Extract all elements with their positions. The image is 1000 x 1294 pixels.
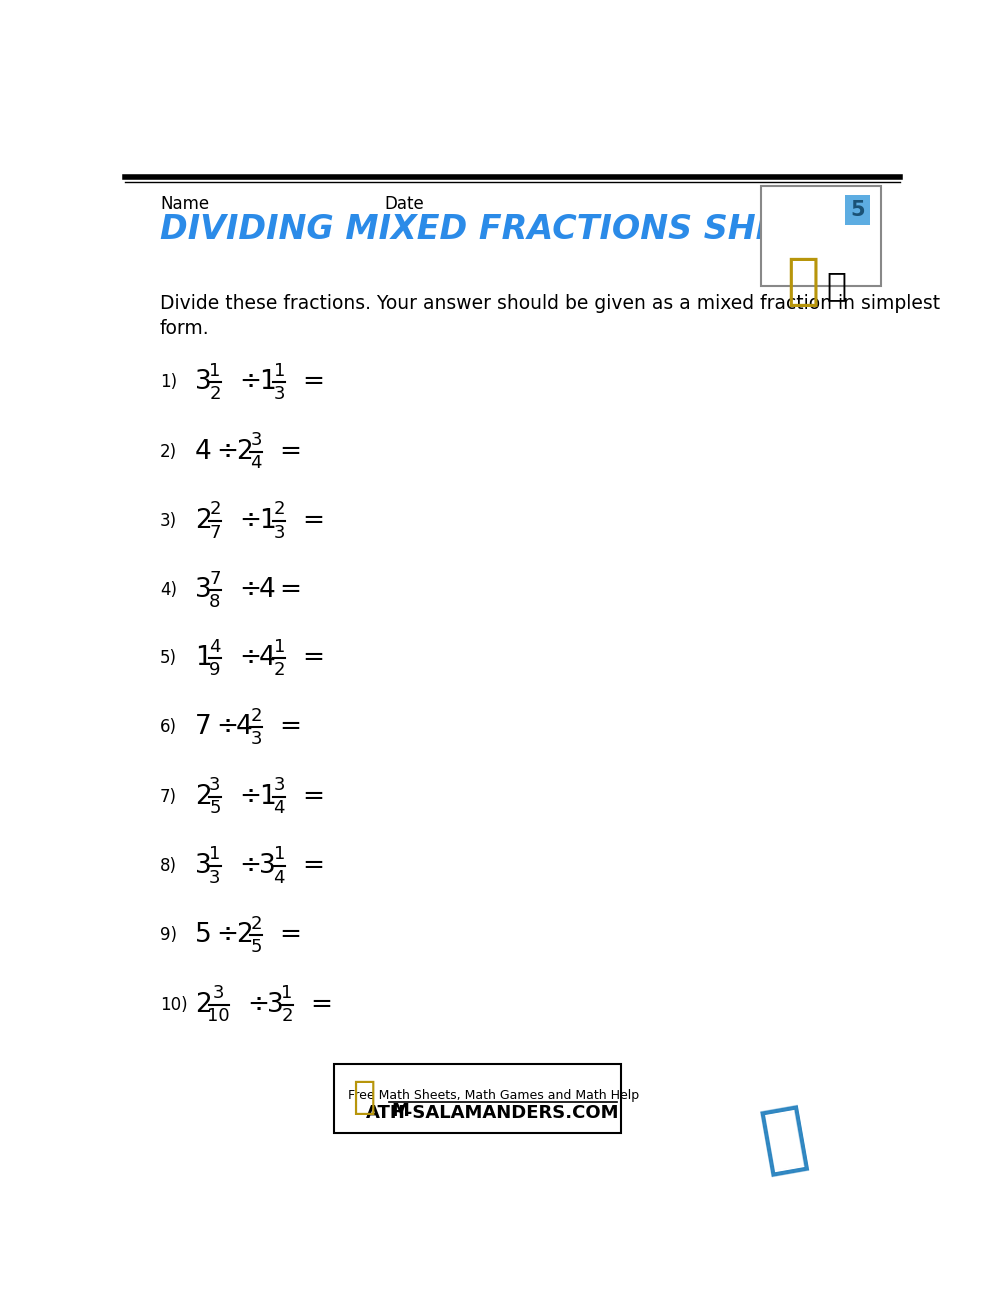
Text: ÷: ÷ [240, 853, 262, 879]
Text: 9): 9) [160, 927, 177, 945]
Text: 10: 10 [207, 1007, 230, 1025]
Text: 1: 1 [274, 845, 285, 863]
Text: 1: 1 [259, 509, 276, 534]
Text: 9: 9 [209, 661, 221, 678]
Text: 1: 1 [281, 983, 293, 1002]
Text: 7): 7) [160, 788, 177, 806]
Text: 2: 2 [209, 386, 221, 402]
Text: 3: 3 [273, 776, 285, 795]
Text: 2: 2 [273, 661, 285, 678]
Text: 1: 1 [274, 638, 285, 656]
Text: =: = [279, 714, 301, 740]
Text: =: = [302, 509, 324, 534]
Text: ATH-SALAMANDERS.COM: ATH-SALAMANDERS.COM [366, 1104, 620, 1122]
Text: 2: 2 [250, 915, 262, 933]
Text: 4: 4 [259, 646, 276, 672]
Text: form.: form. [160, 320, 210, 338]
Text: DIVIDING MIXED FRACTIONS SHEET 4: DIVIDING MIXED FRACTIONS SHEET 4 [160, 214, 859, 246]
Text: 8): 8) [160, 857, 177, 875]
Text: 3: 3 [250, 431, 262, 449]
Text: 7: 7 [195, 714, 212, 740]
Text: 4: 4 [273, 800, 285, 818]
Text: 5: 5 [195, 923, 212, 949]
Text: =: = [279, 439, 301, 465]
Text: =: = [279, 923, 301, 949]
Text: 3: 3 [267, 991, 284, 1017]
Text: 3: 3 [213, 983, 225, 1002]
Text: ÷: ÷ [240, 577, 262, 603]
Text: ÷: ÷ [240, 646, 262, 672]
FancyBboxPatch shape [334, 1064, 621, 1134]
Text: 1: 1 [259, 784, 276, 810]
Text: 3: 3 [250, 730, 262, 748]
Text: 2: 2 [209, 501, 221, 519]
Text: Divide these fractions. Your answer should be given as a mixed fraction in simpl: Divide these fractions. Your answer shou… [160, 294, 940, 313]
Text: 🦎: 🦎 [755, 1099, 813, 1179]
Text: ÷: ÷ [247, 991, 269, 1017]
Text: 1: 1 [209, 362, 221, 380]
Text: Name: Name [160, 195, 209, 214]
Text: 4: 4 [209, 638, 221, 656]
Text: =: = [302, 646, 324, 672]
Text: 5: 5 [209, 800, 221, 818]
Text: 4: 4 [259, 577, 276, 603]
Text: 4: 4 [236, 714, 253, 740]
Text: 3: 3 [209, 776, 221, 795]
Text: 2: 2 [195, 784, 212, 810]
Text: 4): 4) [160, 581, 177, 599]
Text: 1: 1 [209, 845, 221, 863]
Text: =: = [302, 369, 324, 396]
Text: 5: 5 [250, 938, 262, 956]
Text: 2: 2 [236, 923, 253, 949]
Text: 2: 2 [236, 439, 253, 465]
Text: 2: 2 [250, 707, 262, 725]
Text: =: = [310, 991, 332, 1017]
Text: ÷: ÷ [240, 509, 262, 534]
Text: Free Math Sheets, Math Games and Math Help: Free Math Sheets, Math Games and Math He… [348, 1088, 639, 1101]
Text: ⛧: ⛧ [826, 269, 846, 303]
Text: Date: Date [385, 195, 424, 214]
Text: 6): 6) [160, 718, 177, 736]
Text: M: M [392, 1102, 409, 1121]
Text: 1): 1) [160, 374, 177, 391]
Text: 1: 1 [195, 646, 212, 672]
Text: =: = [279, 577, 301, 603]
Text: =: = [302, 784, 324, 810]
Text: 3): 3) [160, 512, 177, 531]
Text: ÷: ÷ [216, 714, 238, 740]
Text: 3: 3 [195, 369, 212, 396]
Text: 3: 3 [273, 386, 285, 402]
Text: 5): 5) [160, 650, 177, 668]
Text: 4: 4 [195, 439, 212, 465]
Text: 4: 4 [273, 868, 285, 886]
Text: 5: 5 [850, 201, 865, 220]
Text: ÷: ÷ [240, 369, 262, 396]
Text: 3: 3 [195, 853, 212, 879]
Text: 🦎: 🦎 [786, 255, 820, 309]
Text: 10): 10) [160, 995, 188, 1013]
Text: =: = [302, 853, 324, 879]
Text: 3: 3 [195, 577, 212, 603]
Text: 2: 2 [281, 1007, 293, 1025]
Text: 2: 2 [273, 501, 285, 519]
Text: 8: 8 [209, 593, 221, 611]
Text: 1: 1 [259, 369, 276, 396]
Text: 3: 3 [259, 853, 276, 879]
Text: 🦎: 🦎 [352, 1078, 375, 1115]
Text: ÷: ÷ [216, 923, 238, 949]
Text: 3: 3 [209, 868, 221, 886]
Text: ÷: ÷ [240, 784, 262, 810]
Text: 2: 2 [195, 991, 212, 1017]
Text: 1: 1 [274, 362, 285, 380]
FancyBboxPatch shape [761, 186, 881, 286]
Text: 7: 7 [209, 569, 221, 587]
Text: 3: 3 [273, 524, 285, 542]
Text: 7: 7 [209, 524, 221, 542]
Text: 2: 2 [195, 509, 212, 534]
Text: 2): 2) [160, 443, 177, 461]
Text: 4: 4 [250, 454, 262, 472]
Text: ÷: ÷ [216, 439, 238, 465]
